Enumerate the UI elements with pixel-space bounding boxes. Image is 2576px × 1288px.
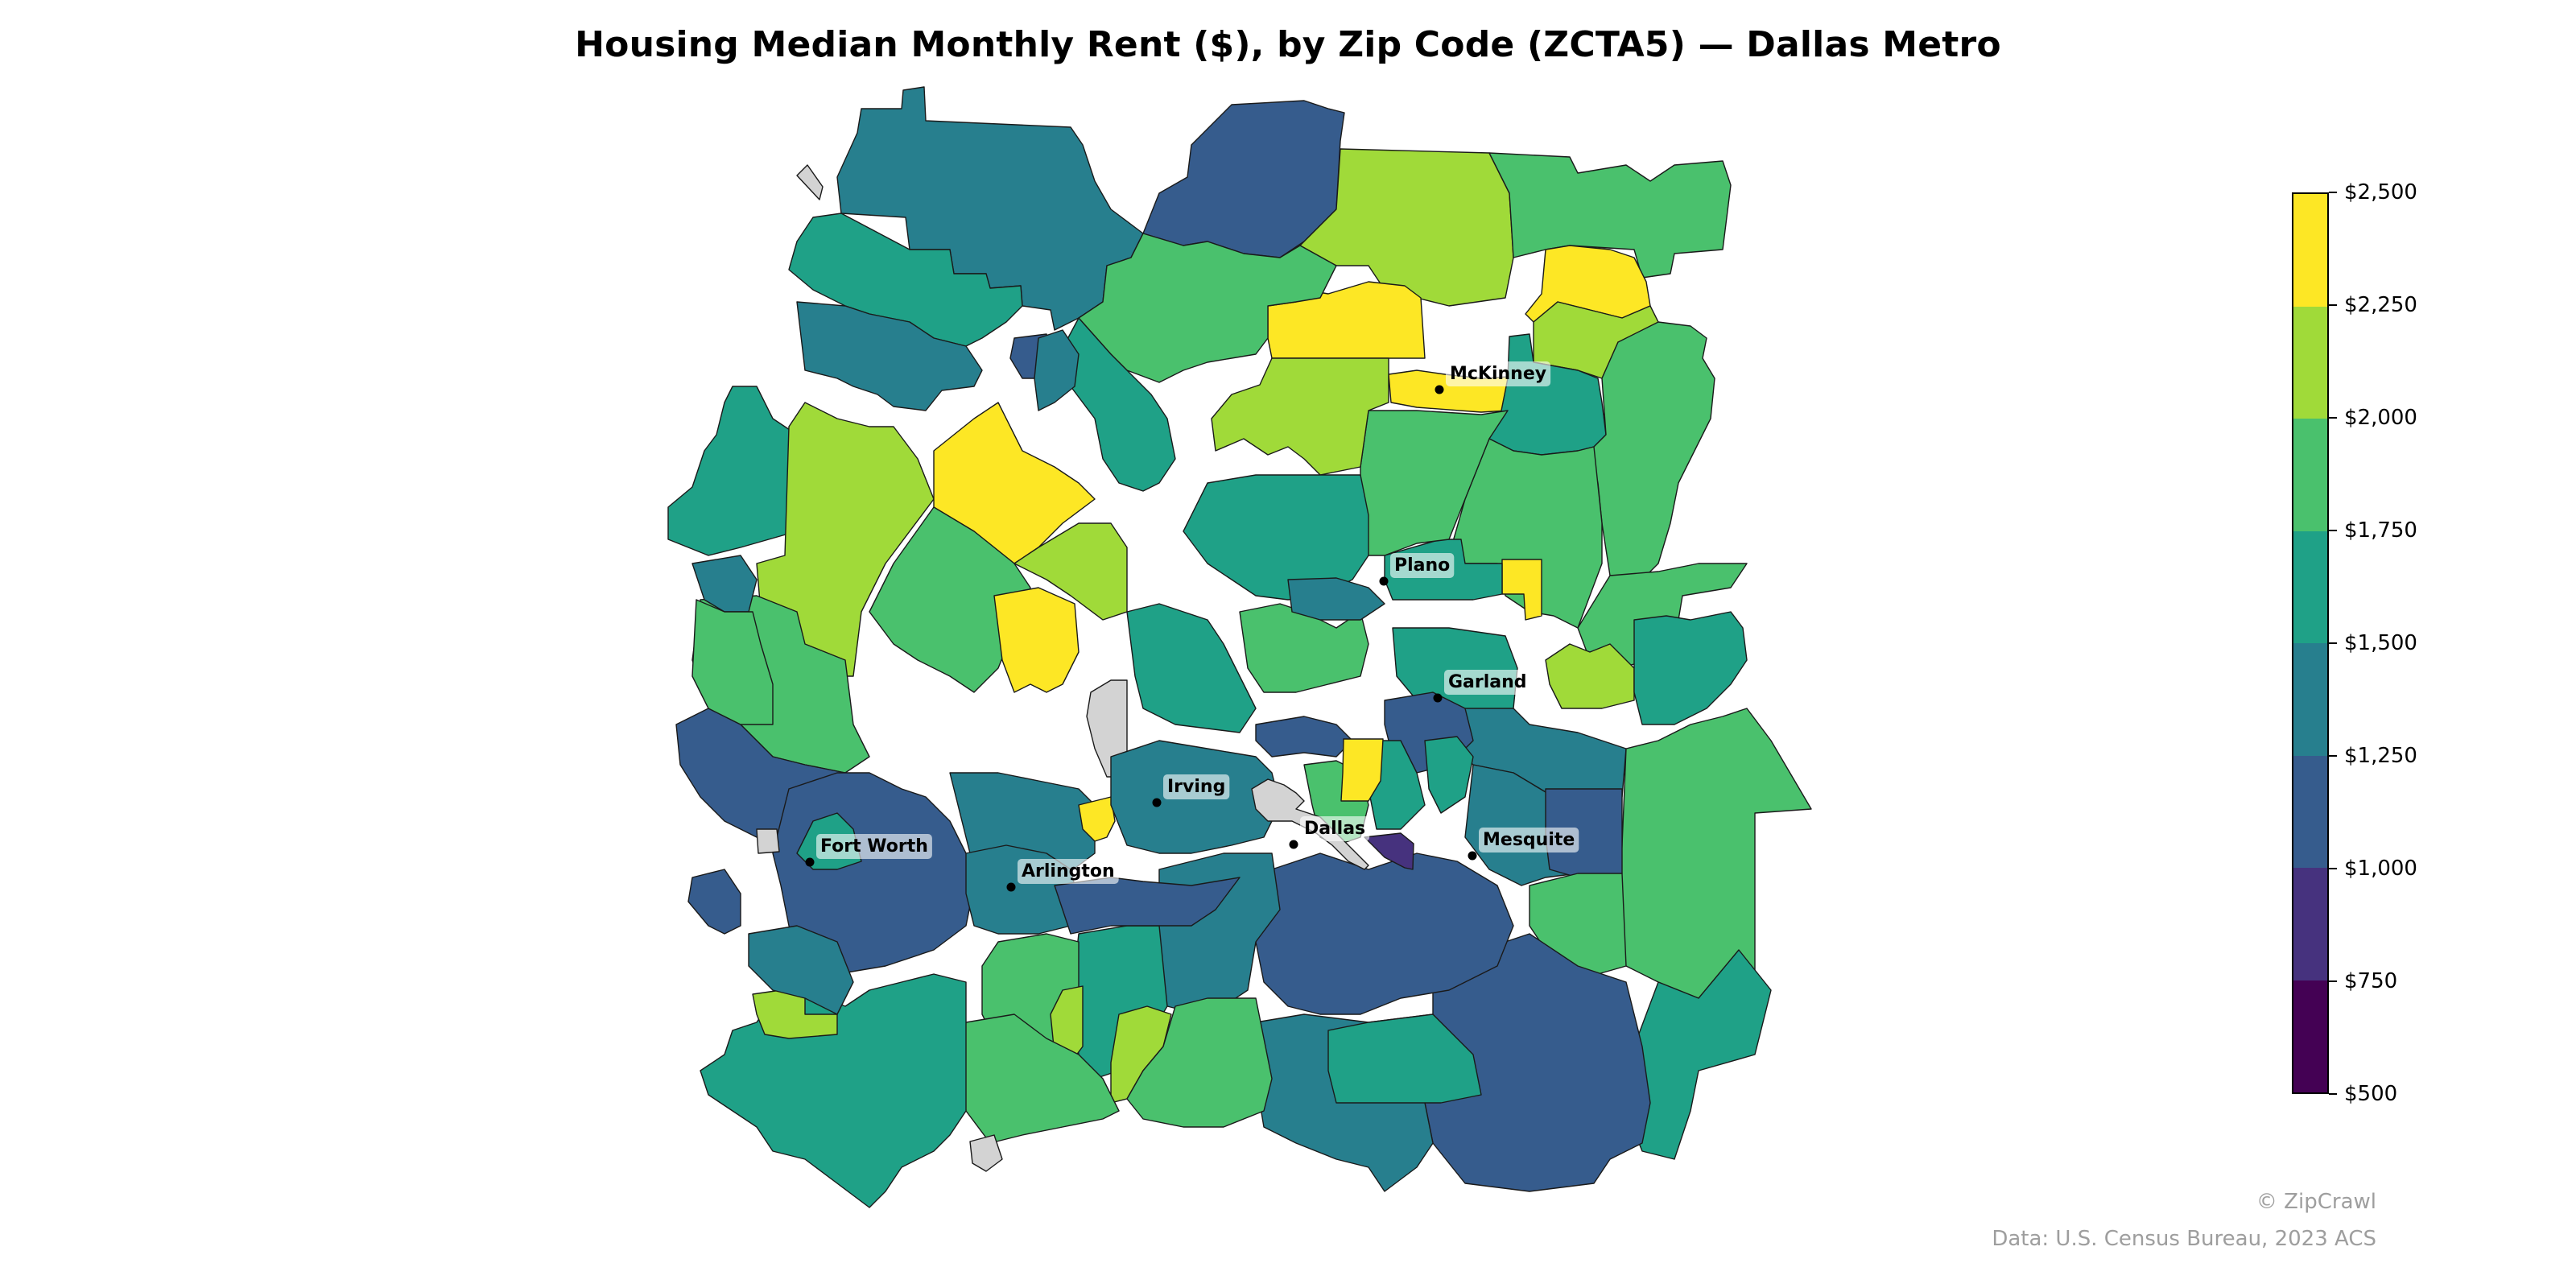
city-markers: McKinney Plano Garland Irving Dallas Mesquite… (805, 361, 1579, 892)
city-label-background (1444, 670, 1531, 695)
city-label: Arlington (1022, 861, 1115, 881)
zone-rhome[interactable] (796, 301, 983, 411)
city-label-background (1479, 828, 1579, 852)
zone-anna[interactable] (1488, 152, 1732, 279)
city-dot (1379, 576, 1389, 586)
city-label: Garland (1448, 672, 1527, 692)
zone-rockwall[interactable] (1633, 611, 1748, 725)
zip-zones (667, 86, 1812, 1208)
colorbar-band (2293, 643, 2327, 756)
zone-fw-southwest[interactable] (748, 925, 854, 1015)
zone-desoto[interactable] (1327, 1013, 1482, 1104)
colorbar-tick-label: $1,250 (2344, 744, 2417, 768)
colorbar-tick (2329, 868, 2337, 869)
colorbar-tick-label: $2,250 (2344, 293, 2417, 317)
colorbar-tick-label: $2,000 (2344, 406, 2417, 430)
city-label-background (1446, 361, 1551, 386)
copyright-credit: © ZipCrawl (2256, 1190, 2376, 1214)
colorbar-band (2293, 755, 2327, 868)
zone-azle[interactable] (756, 402, 935, 677)
colorbar-band (2293, 868, 2327, 980)
colorbar-tick-label: $1,500 (2344, 631, 2417, 655)
city-dot (1152, 798, 1162, 807)
city-label-background (1300, 816, 1370, 841)
zone-white-rock[interactable] (1424, 736, 1474, 814)
zone-north-dallas[interactable] (1255, 716, 1353, 758)
city-label: Mesquite (1483, 830, 1575, 850)
zone-grapevine[interactable] (1126, 603, 1257, 733)
zone-weatherford[interactable] (691, 599, 774, 725)
zone-southlake[interactable] (1013, 522, 1128, 621)
colorbar-tick (2329, 980, 2337, 982)
zone-justin[interactable] (788, 213, 1023, 347)
city-dot (1289, 840, 1298, 849)
zone-fair-park[interactable] (1364, 832, 1414, 870)
zone-arlington-central[interactable] (1054, 877, 1241, 935)
zone-no-data-nw[interactable] (796, 164, 824, 200)
city-label: Dallas (1304, 819, 1365, 839)
zone-keller[interactable] (869, 506, 1031, 693)
colorbar-band (2293, 419, 2327, 531)
city-marker-dallas[interactable]: Dallas (1289, 816, 1370, 849)
city-marker-mesquite[interactable]: Mesquite (1468, 828, 1579, 861)
colorbar-tick-label: $1,000 (2344, 857, 2417, 881)
zone-denton[interactable] (1078, 233, 1337, 383)
city-dot (1435, 385, 1444, 394)
colorbar (2292, 192, 2329, 1094)
city-label-background (1163, 774, 1230, 799)
zone-roanoke[interactable] (1034, 329, 1080, 411)
colorbar-tick (2329, 304, 2337, 306)
colorbar-band (2293, 306, 2327, 419)
city-marker-arlington[interactable]: Arlington (1006, 859, 1119, 892)
city-label: Fort Worth (820, 836, 928, 857)
zone-grand-prairie[interactable] (1150, 852, 1281, 1015)
zone-no-data-west[interactable] (756, 828, 780, 854)
city-label: McKinney (1450, 364, 1546, 384)
city-marker-plano[interactable]: Plano (1379, 553, 1455, 586)
city-label-background (1018, 859, 1119, 884)
colorbar-tick-label: $750 (2344, 969, 2398, 993)
zone-murphy[interactable] (1501, 559, 1542, 621)
zone-midlothian[interactable] (1126, 997, 1273, 1128)
city-marker-irving[interactable]: Irving (1152, 774, 1230, 807)
city-label-background (1390, 553, 1455, 578)
colorbar-band (2293, 980, 2327, 1092)
zone-decatur[interactable] (667, 386, 802, 556)
colorbar-tick (2329, 1093, 2337, 1095)
zone-little-elm[interactable] (1211, 357, 1389, 476)
zone-kaufman-east[interactable] (1617, 708, 1812, 999)
zone-keller-south[interactable] (993, 587, 1080, 693)
zone-no-data-south[interactable] (969, 1134, 1003, 1172)
colorbar-tick-label: $500 (2344, 1082, 2398, 1106)
colorbar-band (2293, 194, 2327, 307)
city-marker-mckinney[interactable]: McKinney (1435, 361, 1551, 394)
colorbar-tick (2329, 417, 2337, 419)
city-label: Plano (1394, 555, 1450, 576)
colorbar-tick (2329, 530, 2337, 531)
colorbar-tick (2329, 192, 2337, 193)
colorbar-tick-label: $1,750 (2344, 518, 2417, 543)
city-marker-fort-worth[interactable]: Fort Worth (805, 834, 932, 867)
city-marker-garland[interactable]: Garland (1433, 670, 1531, 703)
colorbar-tick (2329, 642, 2337, 644)
zone-addison[interactable] (1287, 577, 1385, 621)
city-dot (1433, 693, 1443, 703)
colorbar-band (2293, 530, 2327, 643)
city-dot (805, 857, 815, 867)
chart-title: Housing Median Monthly Rent ($), by Zip … (575, 24, 2001, 65)
colorbar-tick-label: $2,500 (2344, 180, 2417, 204)
zone-west-fw-2[interactable] (687, 869, 741, 935)
zone-park-cities[interactable] (1340, 738, 1384, 802)
colorbar-tick (2329, 755, 2337, 757)
city-dot (1468, 851, 1477, 861)
city-label: Irving (1167, 777, 1225, 797)
city-label-background (816, 834, 932, 859)
data-source-credit: Data: U.S. Census Bureau, 2023 ACS (1992, 1227, 2376, 1251)
city-dot (1006, 882, 1016, 892)
zone-denton-south[interactable] (1046, 317, 1176, 492)
